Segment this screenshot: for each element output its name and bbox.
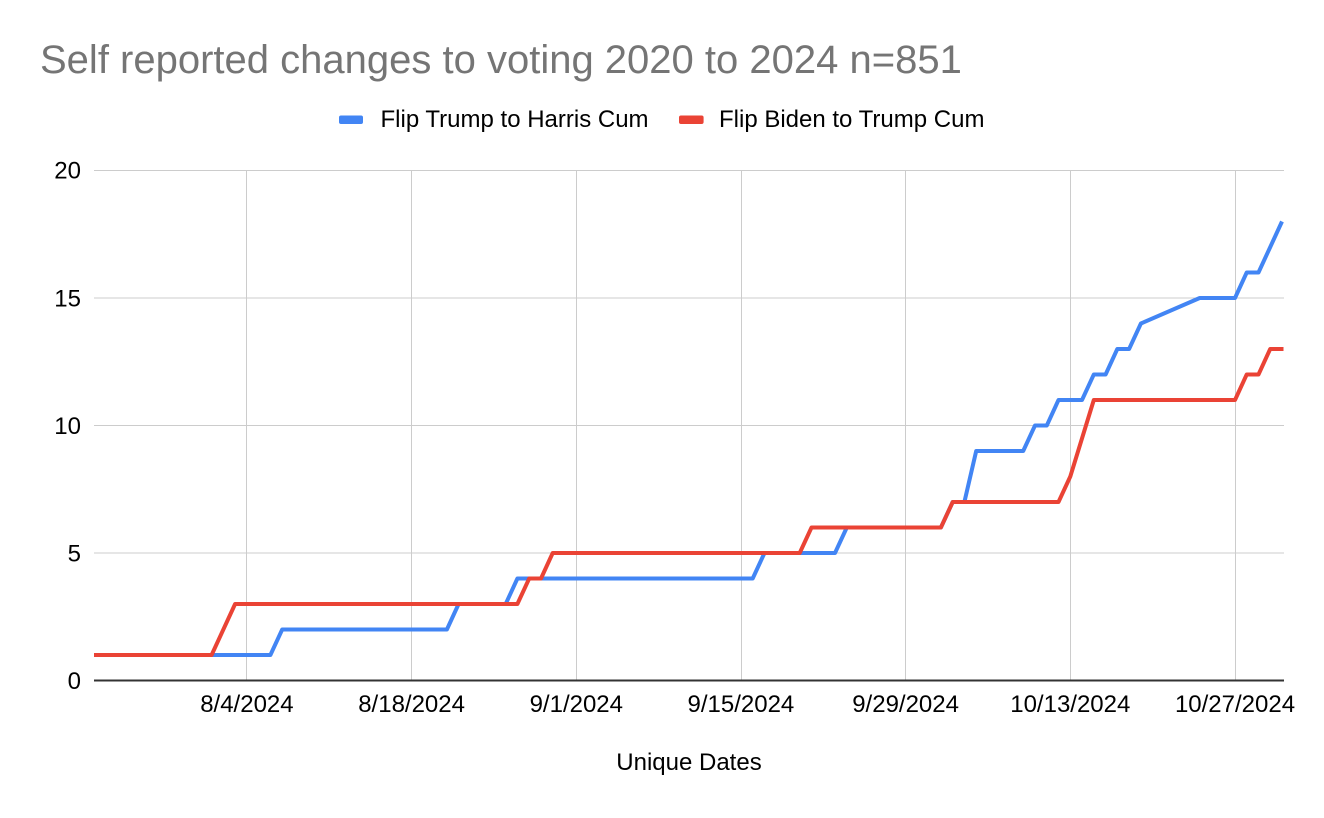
svg-text:Flip Trump to Harris Cum: Flip Trump to Harris Cum bbox=[381, 106, 649, 133]
svg-text:20: 20 bbox=[54, 158, 81, 185]
svg-text:Unique Dates: Unique Dates bbox=[616, 749, 761, 776]
svg-text:10: 10 bbox=[54, 413, 81, 440]
svg-text:10/13/2024: 10/13/2024 bbox=[1010, 691, 1130, 718]
svg-text:8/18/2024: 8/18/2024 bbox=[358, 691, 465, 718]
svg-text:9/29/2024: 9/29/2024 bbox=[852, 691, 959, 718]
svg-text:Flip Biden to Trump Cum: Flip Biden to Trump Cum bbox=[719, 106, 984, 133]
svg-text:9/15/2024: 9/15/2024 bbox=[688, 691, 795, 718]
svg-text:9/1/2024: 9/1/2024 bbox=[530, 691, 623, 718]
svg-text:8/4/2024: 8/4/2024 bbox=[200, 691, 293, 718]
svg-text:5: 5 bbox=[68, 540, 81, 567]
svg-text:Self reported changes to votin: Self reported changes to voting 2020 to … bbox=[40, 38, 962, 82]
svg-text:15: 15 bbox=[54, 285, 81, 312]
svg-text:0: 0 bbox=[68, 668, 81, 695]
svg-text:10/27/2024: 10/27/2024 bbox=[1175, 691, 1295, 718]
